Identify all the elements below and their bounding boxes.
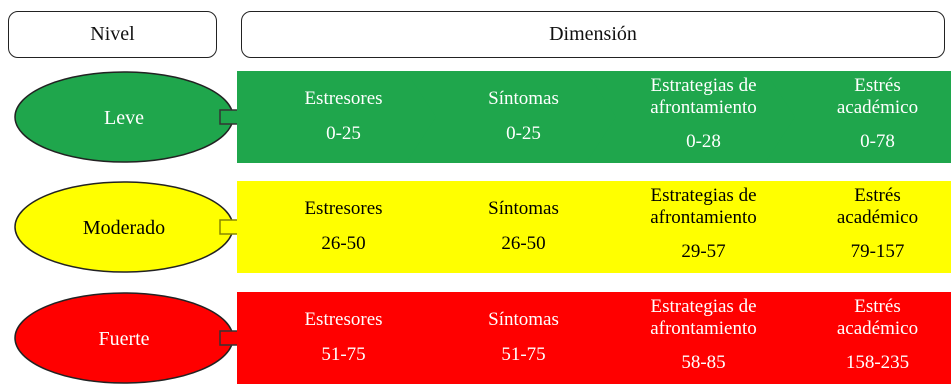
header-dimension-box: Dimensión [241,11,945,58]
chevron-fuerte-4 [765,292,951,384]
chevron-fuerte-1 [237,292,462,384]
dimension-label-fuerte-3: Estrategias de [650,296,756,317]
dimension-label-moderado-2: Síntomas [488,198,559,219]
chevron-moderado-3 [586,181,821,273]
dimension-label-fuerte-4: académico [837,318,918,339]
range-label-leve-1: 0-25 [326,123,361,144]
header-dimension-label: Dimensión [549,23,637,45]
chevron-fuerte-3 [586,292,821,384]
dimension-label-fuerte-1: Estresores [304,309,382,330]
chevron-leve-4 [765,71,951,163]
chevron-moderado-4 [765,181,951,273]
dimension-label-leve-4: Estrés [854,75,900,96]
dimension-label-moderado-3: Estrategias de [650,185,756,206]
chevron-leve-3 [586,71,821,163]
dimension-label-moderado-1: Estresores [304,198,382,219]
level-label-leve: Leve [104,107,144,129]
dimension-label-fuerte-4: Estrés [854,296,900,317]
range-label-fuerte-1: 51-75 [321,344,365,365]
header-nivel-label: Nivel [90,23,135,45]
chevron-fuerte-2 [406,292,641,384]
range-label-moderado-2: 26-50 [501,233,545,254]
range-label-moderado-3: 29-57 [681,241,725,262]
dimension-label-fuerte-2: Síntomas [488,309,559,330]
range-label-moderado-4: 79-157 [851,241,905,262]
range-label-leve-3: 0-28 [686,131,721,152]
chevron-moderado-2 [406,181,641,273]
level-label-moderado: Moderado [83,217,165,239]
dimension-label-moderado-4: académico [837,207,918,228]
chevron-leve-1 [237,71,462,163]
range-label-fuerte-4: 158-235 [846,352,909,373]
dimension-label-leve-3: afrontamiento [650,97,757,118]
dimension-label-leve-2: Síntomas [488,88,559,109]
level-label-fuerte: Fuerte [98,328,149,350]
range-label-fuerte-3: 58-85 [681,352,725,373]
dimension-label-leve-1: Estresores [304,88,382,109]
dimension-label-leve-3: Estrategias de [650,75,756,96]
dimension-label-moderado-4: Estrés [854,185,900,206]
dimension-label-moderado-3: afrontamiento [650,207,757,228]
range-label-leve-2: 0-25 [506,123,541,144]
range-label-fuerte-2: 51-75 [501,344,545,365]
chevron-leve-2 [406,71,641,163]
chevron-moderado-1 [237,181,462,273]
range-label-leve-4: 0-78 [860,131,895,152]
dimension-label-fuerte-3: afrontamiento [650,318,757,339]
dimension-label-leve-4: académico [837,97,918,118]
range-label-moderado-1: 26-50 [321,233,365,254]
header-nivel-box: Nivel [8,11,217,58]
